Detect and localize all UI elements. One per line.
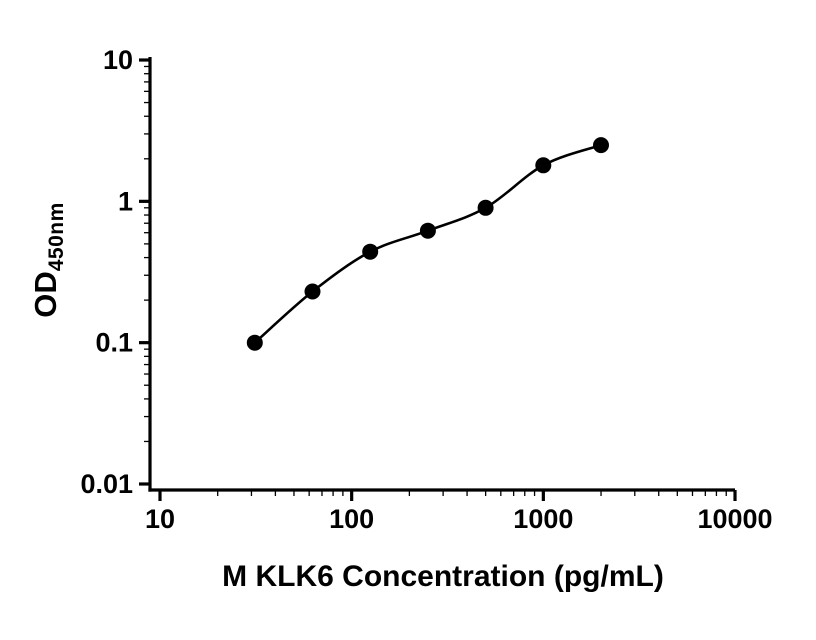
y-axis-title: OD450nm [26,128,68,392]
data-point [362,243,379,260]
y-tick-label: 0.1 [95,328,133,358]
data-point [535,157,552,174]
x-tick-label: 10 [145,504,175,534]
y-tick-label: 0.01 [80,469,133,499]
y-axis-title-main: OD [28,271,63,318]
x-axis-title: M KLK6 Concentration (pg/mL) [222,560,664,593]
data-point [419,222,436,239]
x-tick-label: 1000 [513,504,573,534]
x-tick-label: 10000 [697,504,772,534]
fit-curve [253,143,602,344]
data-point [477,199,494,216]
data-point [246,334,263,351]
y-tick-label: 1 [118,186,133,216]
data-point [304,283,321,300]
y-axis-title-subscript: 450nm [45,202,68,272]
data-point [593,137,609,154]
x-tick-label: 100 [329,504,374,534]
y-tick-label: 10 [103,45,133,75]
